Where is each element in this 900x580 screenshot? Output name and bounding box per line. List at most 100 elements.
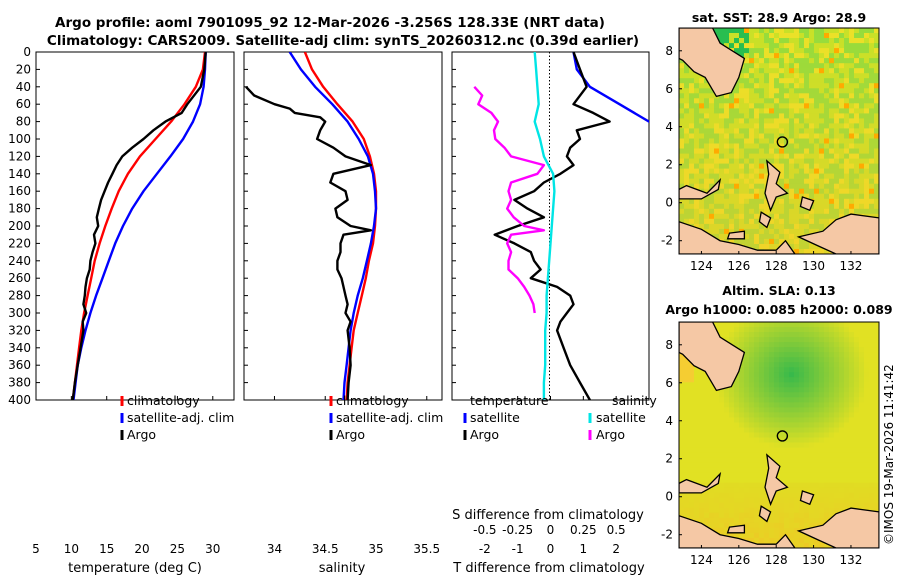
- map-pixel: [859, 332, 865, 338]
- map-pixel: [789, 103, 795, 109]
- map-pixel: [749, 422, 755, 428]
- map-pixel: [759, 193, 765, 200]
- map-pixel: [679, 63, 685, 69]
- map-pixel: [719, 492, 725, 499]
- map-pixel: [824, 193, 830, 200]
- map-pixel: [729, 497, 735, 504]
- map-pixel: [834, 38, 840, 44]
- map-pixel: [804, 427, 810, 434]
- map-pixel: [779, 153, 785, 160]
- map-pixel: [829, 372, 835, 378]
- map-pixel: [799, 128, 805, 134]
- map-pixel: [704, 472, 710, 479]
- map-pixel: [874, 173, 879, 180]
- map-pixel: [734, 138, 740, 145]
- depth-tick-label: 380: [8, 376, 31, 390]
- map-pixel: [769, 228, 775, 235]
- map-pixel: [704, 148, 710, 155]
- map-pixel: [814, 108, 820, 114]
- map-pixel: [874, 138, 879, 145]
- landmass: [679, 177, 722, 200]
- map-pixel: [854, 158, 860, 165]
- map-pixel: [724, 477, 730, 484]
- map-pixel: [859, 437, 865, 444]
- map-pixel: [834, 118, 840, 124]
- map-pixel: [734, 203, 740, 210]
- map-pixel: [734, 108, 740, 114]
- map-pixel: [709, 462, 715, 469]
- map-pixel: [779, 517, 785, 524]
- map-pixel: [769, 108, 775, 114]
- map-pixel: [869, 352, 875, 358]
- map-pixel: [739, 198, 745, 205]
- map-pixel: [774, 78, 780, 84]
- map-pixel: [764, 357, 770, 363]
- map-pixel: [849, 203, 855, 210]
- map-pixel: [724, 497, 730, 504]
- map-pixel: [819, 442, 825, 449]
- map-pixel: [849, 397, 855, 403]
- difference-axes-frame: [451, 51, 650, 401]
- map-pixel: [689, 198, 695, 205]
- map-pixel: [804, 68, 810, 74]
- map-pixel: [829, 422, 835, 428]
- map-pixel: [789, 83, 795, 89]
- map-pixel: [769, 452, 775, 459]
- sla-map-frame: [678, 321, 880, 549]
- map-pixel: [804, 228, 810, 235]
- landmass: [679, 28, 746, 98]
- map-pixel: [739, 178, 745, 185]
- map-pixel: [869, 402, 875, 408]
- map-pixel: [829, 168, 835, 175]
- map-pixel: [719, 427, 725, 434]
- map-pixel: [829, 487, 835, 494]
- map-pixel: [789, 228, 795, 235]
- map-pixel: [839, 442, 845, 449]
- map-pixel: [719, 33, 725, 39]
- map-pixel: [829, 68, 835, 74]
- map-pixel: [814, 372, 820, 378]
- map-pixel: [769, 143, 775, 150]
- map-pixel: [794, 88, 800, 94]
- map-pixel: [764, 28, 770, 34]
- map-pixel: [839, 497, 845, 504]
- map-pixel: [769, 63, 775, 69]
- map-pixel: [764, 527, 770, 534]
- map-pixel: [809, 512, 815, 519]
- map-pixel: [829, 502, 835, 509]
- map-pixel: [744, 133, 750, 140]
- map-pixel: [714, 447, 720, 454]
- map-pixel: [859, 43, 865, 49]
- map-pixel: [749, 238, 755, 245]
- map-pixel: [799, 93, 805, 99]
- map-pixel: [724, 153, 730, 160]
- map-pixel: [759, 53, 765, 59]
- map-pixel: [829, 143, 835, 150]
- map-pixel: [849, 63, 855, 69]
- map-pixel: [689, 183, 695, 190]
- map-pixel: [684, 63, 690, 69]
- map-pixel: [849, 138, 855, 145]
- map-pixel: [689, 427, 695, 434]
- map-pixel: [679, 198, 685, 205]
- map-pixel: [754, 482, 760, 489]
- map-pixel: [729, 38, 735, 44]
- map-pixel: [729, 173, 735, 180]
- map-pixel: [824, 492, 830, 499]
- map-pixel: [779, 138, 785, 145]
- map-pixel: [744, 193, 750, 200]
- map-pixel: [789, 53, 795, 59]
- map-pixel: [824, 178, 830, 185]
- map-pixel: [824, 148, 830, 155]
- map-pixel: [774, 402, 780, 408]
- map-pixel: [824, 322, 830, 328]
- map-pixel: [824, 477, 830, 484]
- map-pixel: [714, 467, 720, 474]
- map-pixel: [859, 367, 865, 373]
- map-pixel: [689, 143, 695, 150]
- map-pixel: [794, 198, 800, 205]
- map-pixel: [679, 502, 685, 509]
- map-pixel: [764, 372, 770, 378]
- map-pixel: [809, 103, 815, 109]
- map-pixel: [699, 427, 705, 434]
